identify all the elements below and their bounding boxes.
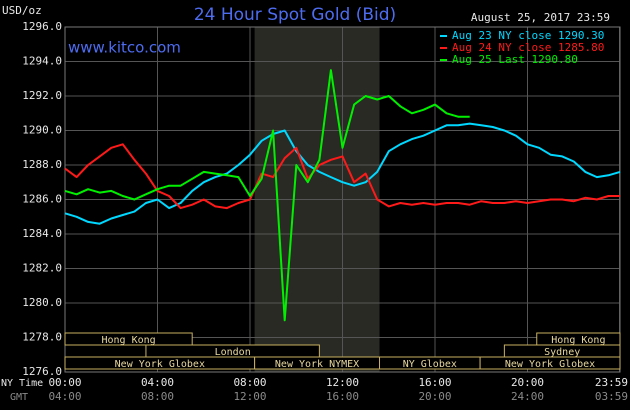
session-label: NY Globex <box>403 359 457 370</box>
legend-label: Aug 23 NY close 1290.30 <box>452 29 604 42</box>
x-gmt-label: 04:00 <box>48 390 81 403</box>
x-gmt-label: 24:00 <box>511 390 544 403</box>
y-tick-label: 1296.0 <box>22 20 62 33</box>
y-tick-label: 1280.0 <box>22 296 62 309</box>
x-tick-label: 20:00 <box>511 376 544 389</box>
y-tick-label: 1284.0 <box>22 227 62 240</box>
session-label: London <box>215 347 251 358</box>
x-gmt-label: 16:00 <box>326 390 359 403</box>
legend-label: Aug 25 Last 1290.80 <box>452 53 578 66</box>
session-box <box>479 356 621 370</box>
x-gmt-label: 03:59 <box>595 390 628 403</box>
series-line <box>64 143 620 210</box>
series-line <box>64 69 470 322</box>
session-label: Hong Kong <box>102 335 156 346</box>
legend-label: Aug 24 NY close 1285.80 <box>452 41 604 54</box>
x-gmt-label: 12:00 <box>233 390 266 403</box>
x-tick-label: 23:59 <box>595 376 628 389</box>
timestamp: August 25, 2017 23:59 <box>471 11 610 24</box>
x-tick-label: 04:00 <box>141 376 174 389</box>
y-tick-label: 1292.0 <box>22 89 62 102</box>
session-label: Hong Kong <box>551 335 605 346</box>
x-gmt-label: 20:00 <box>418 390 451 403</box>
y-tick-label: 1278.0 <box>22 331 62 344</box>
session-label: New York NYMEX <box>275 359 359 370</box>
y-tick-label: 1288.0 <box>22 158 62 171</box>
ny-time-label: NY Time <box>1 378 43 389</box>
chart-subtitle: www.kitco.com <box>68 39 181 57</box>
series-line <box>64 122 621 225</box>
session-label: Sydney <box>544 347 580 358</box>
chart-title: 24 Hour Spot Gold (Bid) <box>194 5 396 25</box>
x-tick-label: 12:00 <box>326 376 359 389</box>
y-axis-label: USD/oz <box>2 4 42 17</box>
x-gmt-label: 08:00 <box>141 390 174 403</box>
x-tick-label: 00:00 <box>48 376 81 389</box>
x-tick-label: 16:00 <box>418 376 451 389</box>
plot-frame <box>64 26 621 373</box>
y-tick-label: 1286.0 <box>22 193 62 206</box>
y-tick-label: 1290.0 <box>22 124 62 137</box>
y-tick-label: 1276.0 <box>22 365 62 378</box>
session-label: New York Globex <box>115 359 205 370</box>
x-tick-label: 08:00 <box>233 376 266 389</box>
y-tick-label: 1282.0 <box>22 262 62 275</box>
session-box <box>64 332 193 346</box>
gmt-label: GMT <box>10 392 28 403</box>
session-label: New York Globex <box>505 359 595 370</box>
y-tick-label: 1294.0 <box>22 55 62 68</box>
